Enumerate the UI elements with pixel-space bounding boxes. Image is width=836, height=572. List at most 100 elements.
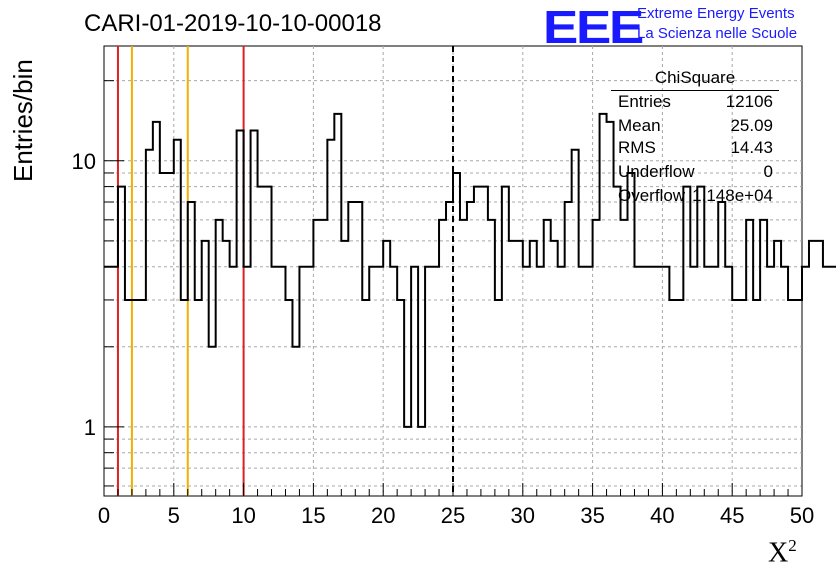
stats-label: RMS [618,138,656,157]
x-tick-label: 30 [511,503,535,528]
stats-row-mean: Mean 25.09 [618,116,773,138]
histogram-bin [697,187,704,496]
histogram-bin [258,187,265,496]
x-tick-label: 20 [371,503,395,528]
stats-label: Underflow [618,162,695,181]
histogram-bin [816,241,823,496]
histogram-bin [781,267,788,496]
stats-row-rms: RMS 14.43 [618,138,773,160]
histogram-bin [690,267,697,496]
histogram-bin [516,241,523,496]
histogram-bin [655,267,662,496]
histogram-bin [251,130,258,496]
stats-value: 12106 [725,92,773,111]
stats-label: Mean [618,116,661,135]
histogram-bins [104,112,836,496]
histogram-bin [767,267,774,496]
stats-row-entries: Entries 12106 [618,92,773,114]
histogram-bin [453,173,460,496]
histogram-bin [167,173,174,496]
histogram-bin [272,267,279,496]
x-axis-label-superscript: 2 [788,536,797,555]
x-tick-label: 40 [650,503,674,528]
histogram-bin [509,241,516,496]
histogram-bin [306,267,313,496]
histogram-bin [809,241,816,496]
histogram-bin [118,187,125,496]
histogram-bin [292,347,299,496]
histogram-bin [774,241,781,496]
histogram-bin [586,267,593,496]
histogram-bin [446,202,453,496]
histogram-bin [181,300,188,496]
histogram-bin [111,267,118,496]
histogram-bin [830,267,836,496]
chart-title: CARI-01-2019-10-10-00018 [84,10,382,37]
histogram-bin [593,220,600,496]
histogram-bin [104,267,111,496]
histogram-bin [495,300,502,496]
histogram-bin [299,267,306,496]
histogram-bin [474,187,481,496]
histogram-bin [753,300,760,496]
stats-value: 14.43 [730,138,773,157]
eee-logo: EEE [543,1,644,53]
stats-value: 25.09 [730,116,773,135]
x-tick-label: 45 [720,503,744,528]
histogram-bin [355,202,362,496]
histogram-bin [614,187,621,496]
histogram-bin [383,241,390,496]
histogram-bin [551,241,558,496]
histogram-bin [530,241,537,496]
x-tick-label: 25 [441,503,465,528]
histogram-bin [230,267,237,496]
stats-divider [611,90,779,91]
histogram-bin [628,173,635,496]
histogram-bin [823,267,830,496]
histogram-bin [746,220,753,496]
histogram-bin [320,220,327,496]
histogram-bin [634,267,641,496]
histogram-bin [676,300,683,496]
histogram-bin [460,220,467,496]
histogram-bin [683,187,690,496]
stats-box: ChiSquare Entries 12106 Mean 25.09 RMS 1… [611,68,779,208]
x-tick-label: 50 [790,503,814,528]
histogram-bin [641,267,648,496]
histogram-bin [467,202,474,496]
histogram-bin [621,220,628,496]
histogram-bin [216,220,223,496]
logo-line-2: La Scienza nelle Scuole [637,25,798,42]
histogram-bin [802,267,809,496]
histogram-bin [704,267,711,496]
histogram-bin [285,300,292,496]
y-tick-label: 1 [84,415,96,440]
histogram-bin [202,241,209,496]
histogram-bin [174,140,181,496]
histogram-bin [425,267,432,496]
stats-value: 1.148e+04 [692,186,773,205]
histogram-bin [537,267,544,496]
histogram-bin [439,220,446,496]
x-tick-label: 15 [301,503,325,528]
histogram-bin [648,267,655,496]
y-axis-label: Entries/bin [8,59,38,182]
histogram-bin [739,300,746,496]
histogram-bin [732,300,739,496]
histogram-bin [160,173,167,496]
stats-label: Overflow [618,186,686,205]
histogram-bin [327,140,334,496]
logo-line-1: Extreme Energy Events [637,5,795,22]
axes: 0 5 10 15 20 25 30 35 40 45 50 1 10 [72,80,814,528]
histogram-bin [565,202,572,496]
histogram-bin [369,267,376,496]
histogram-bin [502,187,509,496]
histogram-bin [411,267,418,496]
histogram-bin [523,267,530,496]
x-tick-label: 35 [580,503,604,528]
histogram-bin [313,220,320,496]
histogram-bin [397,300,404,496]
histogram-bin [488,220,495,496]
histogram-bin [341,241,348,496]
